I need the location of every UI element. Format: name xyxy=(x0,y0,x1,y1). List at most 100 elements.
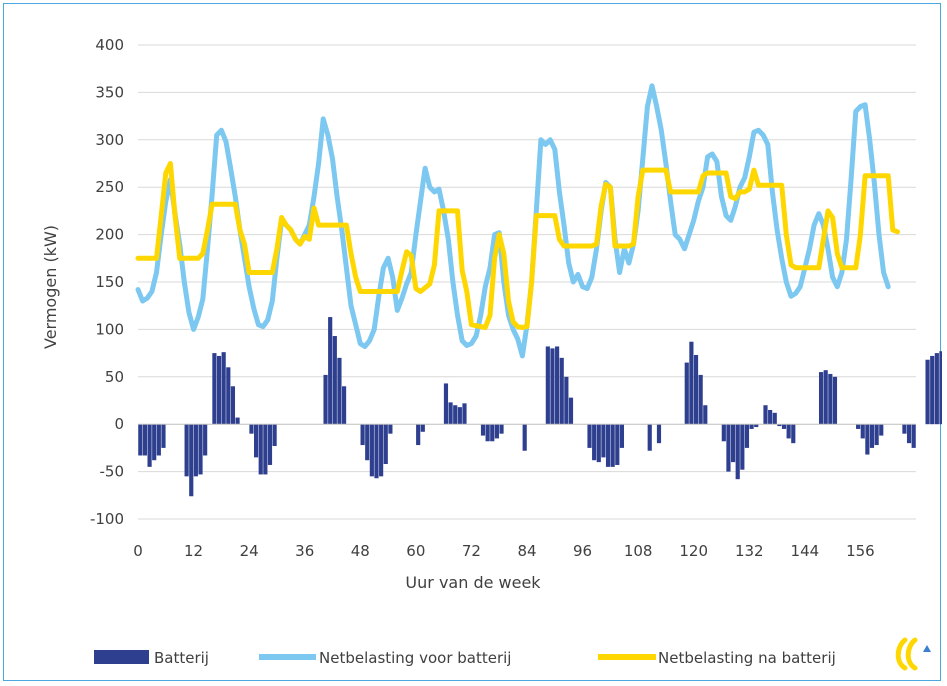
batterij-bar xyxy=(453,405,458,425)
batterij-bar xyxy=(911,424,916,448)
y-axis-title: Vermogen (kW) xyxy=(41,225,60,349)
batterij-bar xyxy=(564,376,569,425)
batterij-bar xyxy=(689,341,694,425)
batterij-bar xyxy=(388,424,393,434)
batterij-bar xyxy=(656,424,662,444)
legend-item-batterij: Batterij xyxy=(94,649,209,667)
batterij-bar xyxy=(596,424,601,463)
batterij-bar xyxy=(865,424,870,455)
batterij-bar xyxy=(832,376,838,425)
batterij-bar xyxy=(777,424,782,427)
batterij-bars xyxy=(138,317,947,497)
batterij-bar xyxy=(383,424,388,465)
batterij-bar xyxy=(721,424,726,442)
batterij-bar xyxy=(615,424,620,465)
legend-label-batterij: Batterij xyxy=(154,649,209,667)
batterij-bar xyxy=(203,424,208,456)
batterij-bar xyxy=(258,424,263,475)
batterij-bar xyxy=(522,424,527,451)
batterij-bar xyxy=(360,424,365,446)
batterij-bar xyxy=(263,424,268,475)
chart-frame: -100 -50 0 50 100 150 200 250 300 350 400 0 12 24 36 4… xyxy=(3,3,947,681)
batterij-bar xyxy=(221,352,226,425)
batterij-bar xyxy=(494,424,499,439)
batterij-bar xyxy=(605,424,611,467)
batterij-bar xyxy=(730,424,736,463)
batterij-bar xyxy=(601,424,606,458)
batterij-bar xyxy=(587,424,592,448)
batterij-bar xyxy=(781,424,787,429)
batterij-bar xyxy=(184,424,189,477)
batterij-bar xyxy=(763,405,768,425)
batterij-bar xyxy=(147,424,152,467)
batterij-bar xyxy=(156,424,161,456)
batterij-bar xyxy=(249,424,254,434)
batterij-bar xyxy=(902,424,907,434)
legend-item-na: Netbelasting na batterij xyxy=(598,649,836,667)
batterij-bar xyxy=(772,412,777,425)
series-lines xyxy=(135,83,900,359)
y-tick-label: 100 xyxy=(95,320,124,338)
batterij-bar xyxy=(374,424,379,479)
batterij-bar xyxy=(341,386,347,425)
batterij-bar xyxy=(189,424,194,497)
x-tick-label: 96 xyxy=(573,542,592,560)
batterij-bar xyxy=(744,424,750,448)
legend-item-voor: Netbelasting voor batterij xyxy=(259,649,511,667)
y-tick-label: 250 xyxy=(95,178,124,196)
x-tick-label: 24 xyxy=(240,542,259,560)
batterij-bar xyxy=(332,336,337,425)
batterij-bar xyxy=(823,370,828,425)
batterij-bar xyxy=(768,409,773,425)
batterij-bar xyxy=(490,424,495,442)
x-ticks: 0 12 24 36 48 60 72 84 96 108 120 132 144 156 xyxy=(133,542,875,560)
logo-swoosh-1 xyxy=(895,637,908,671)
x-tick-label: 48 xyxy=(351,542,370,560)
y-tick-label: 150 xyxy=(95,273,124,291)
batterij-bar xyxy=(930,355,935,425)
batterij-bar xyxy=(448,402,453,425)
batterij-bar xyxy=(212,353,217,425)
batterij-bar xyxy=(485,424,490,442)
batterij-bar xyxy=(610,424,615,467)
batterij-bar xyxy=(272,424,277,447)
x-tick-label: 60 xyxy=(406,542,425,560)
batterij-bar xyxy=(828,373,833,425)
legend: Batterij Netbelasting voor batterij Netb… xyxy=(94,649,836,667)
batterij-bar xyxy=(235,417,240,425)
batterij-bar xyxy=(499,424,504,434)
batterij-bar xyxy=(869,424,875,448)
batterij-bar xyxy=(379,424,384,477)
batterij-bar xyxy=(142,424,148,456)
y-tick-label: 200 xyxy=(95,226,124,244)
batterij-bar xyxy=(323,374,328,425)
x-tick-label: 132 xyxy=(735,542,764,560)
x-tick-label: 156 xyxy=(846,542,875,560)
series-line-voor-batterij xyxy=(135,83,891,359)
batterij-bar xyxy=(216,355,222,425)
y-tick-label: -100 xyxy=(90,510,124,528)
batterij-bar xyxy=(684,362,689,425)
x-tick-label: 12 xyxy=(184,542,203,560)
batterij-bar xyxy=(193,424,198,477)
batterij-bar xyxy=(226,367,231,425)
batterij-bar xyxy=(161,424,166,448)
batterij-bar xyxy=(457,407,462,425)
batterij-bar xyxy=(925,359,930,425)
batterij-bar xyxy=(592,424,597,461)
batterij-bar xyxy=(934,353,939,425)
batterij-bar xyxy=(874,424,879,446)
batterij-bar xyxy=(698,374,703,425)
batterij-bar xyxy=(740,424,745,470)
batterij-bar xyxy=(545,346,550,425)
batterij-bar xyxy=(443,383,449,425)
y-tick-label: 350 xyxy=(95,83,124,101)
batterij-bar xyxy=(879,424,884,436)
batterij-bar xyxy=(818,372,824,425)
gridlines xyxy=(138,44,916,520)
x-tick-label: 84 xyxy=(517,542,536,560)
x-tick-label: 72 xyxy=(462,542,481,560)
batterij-bar xyxy=(939,351,944,425)
batterij-bar xyxy=(480,424,486,436)
batterij-bar xyxy=(693,354,699,425)
